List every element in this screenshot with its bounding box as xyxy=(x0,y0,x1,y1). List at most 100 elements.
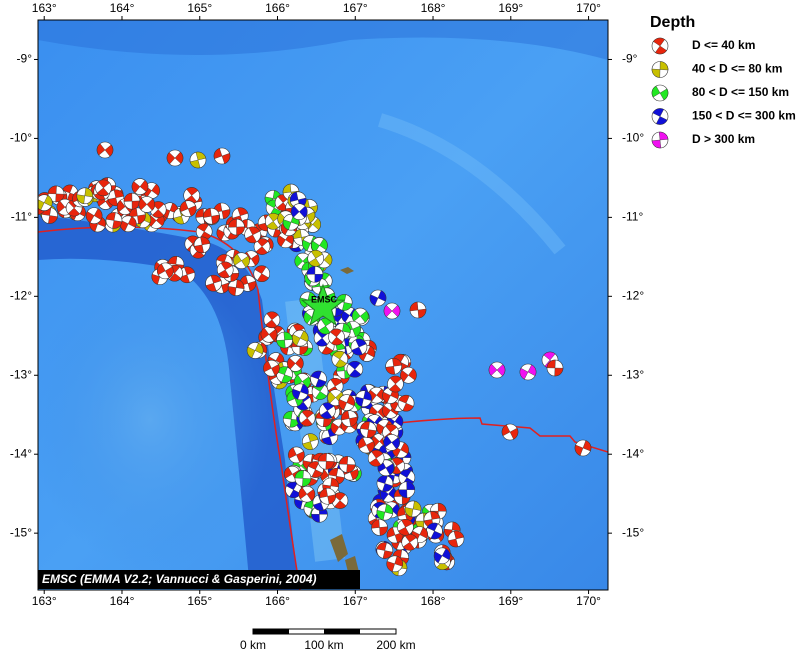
ball-fill xyxy=(338,394,355,411)
ball-fill xyxy=(369,290,387,306)
event-marker xyxy=(397,394,415,412)
event-marker xyxy=(385,357,402,375)
event-marker xyxy=(288,446,305,464)
ball-fill xyxy=(385,358,402,375)
scale-label: 100 km xyxy=(304,638,343,651)
ball-fill xyxy=(546,359,564,377)
ball-fill xyxy=(376,504,394,521)
event-marker xyxy=(338,394,356,411)
legend-symbol xyxy=(651,84,669,102)
event-marker xyxy=(41,207,58,224)
ball-fill xyxy=(409,301,427,319)
ball-fill xyxy=(339,456,356,473)
event-marker xyxy=(383,302,401,320)
ball-fill xyxy=(302,433,319,450)
ball-fill xyxy=(193,236,211,254)
event-marker xyxy=(369,289,387,307)
event-marker xyxy=(574,439,592,457)
event-marker xyxy=(246,342,264,359)
event-marker xyxy=(263,311,281,329)
event-marker xyxy=(404,500,422,518)
epicenter-label: EMSC xyxy=(311,294,338,304)
ball-fill xyxy=(651,61,669,78)
event-marker xyxy=(317,453,335,470)
ball-fill xyxy=(294,470,312,487)
event-marker xyxy=(409,301,427,319)
lon-tick-label: 165° xyxy=(187,594,212,608)
lat-tick-label: -10° xyxy=(622,131,644,145)
event-marker xyxy=(367,449,385,467)
ball-fill xyxy=(383,304,401,318)
event-marker xyxy=(376,542,394,559)
scale-bar: 0 km 100 km 200 km xyxy=(240,628,416,652)
event-marker xyxy=(360,421,377,438)
event-marker xyxy=(189,151,207,169)
event-marker xyxy=(386,555,403,573)
ball-fill xyxy=(96,179,110,196)
event-marker xyxy=(228,218,245,236)
ball-fill xyxy=(376,542,393,559)
ball-fill xyxy=(185,187,199,204)
lon-tick-label: 163° xyxy=(32,594,57,608)
ball-fill xyxy=(265,311,279,328)
lat-tick-label: -13° xyxy=(622,367,644,381)
event-marker xyxy=(244,226,261,244)
ball-fill xyxy=(317,453,335,470)
ball-fill xyxy=(138,198,155,211)
ball-fill xyxy=(218,261,233,279)
event-marker xyxy=(276,331,293,349)
event-marker xyxy=(398,481,416,499)
event-marker xyxy=(433,547,451,565)
lat-tick-label: -14° xyxy=(622,446,644,460)
ball-fill xyxy=(404,500,422,518)
lon-tick-label: 164° xyxy=(110,594,135,608)
event-marker xyxy=(195,223,213,240)
event-marker xyxy=(447,530,465,548)
event-marker xyxy=(341,410,358,427)
ball-fill xyxy=(233,253,250,268)
event-marker xyxy=(287,355,304,372)
ball-fill xyxy=(157,263,174,279)
event-marker xyxy=(355,390,372,407)
scale-label: 200 km xyxy=(376,638,415,651)
ball-fill xyxy=(360,421,377,438)
ball-fill xyxy=(351,338,367,356)
event-marker xyxy=(400,366,417,384)
event-marker xyxy=(253,265,271,283)
event-marker xyxy=(264,213,282,230)
ball-fill xyxy=(426,522,442,540)
lon-tick-label: 165° xyxy=(187,1,212,15)
ball-fill xyxy=(355,390,372,407)
ball-fill xyxy=(166,151,184,165)
ball-fill xyxy=(288,447,305,463)
ball-fill xyxy=(389,375,402,393)
event-marker xyxy=(306,265,324,283)
ball-fill xyxy=(205,274,222,292)
event-marker xyxy=(371,519,388,536)
lon-tick-label: 166° xyxy=(265,1,290,15)
event-marker xyxy=(138,196,156,213)
lon-tick-label: 166° xyxy=(265,594,290,608)
event-marker xyxy=(123,192,141,210)
event-marker xyxy=(338,456,356,473)
event-marker xyxy=(253,238,271,255)
event-marker xyxy=(213,147,231,165)
event-marker xyxy=(96,141,114,159)
event-marker xyxy=(488,361,506,379)
legend-symbol xyxy=(651,131,669,149)
event-marker xyxy=(307,250,324,267)
event-marker xyxy=(291,329,309,347)
legend-label: 40 < D <= 80 km xyxy=(692,62,782,76)
event-marker xyxy=(166,149,184,167)
scale-label: 0 km xyxy=(240,638,266,651)
event-marker xyxy=(298,485,316,503)
event-marker xyxy=(282,410,300,428)
lon-tick-label: 168° xyxy=(421,1,446,15)
ball-fill xyxy=(501,424,519,440)
ball-fill xyxy=(574,440,592,456)
ball-fill xyxy=(398,395,414,412)
ball-fill xyxy=(653,37,667,55)
event-marker xyxy=(351,307,369,325)
event-marker xyxy=(319,487,336,505)
lon-tick-label: 167° xyxy=(343,1,368,15)
